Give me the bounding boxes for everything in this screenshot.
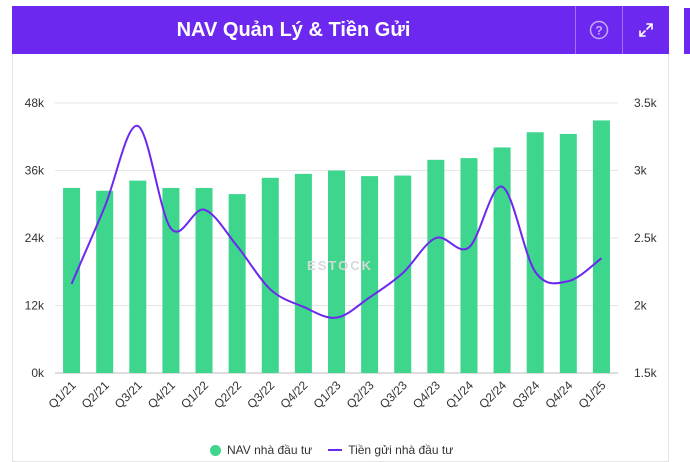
x-tick-label: Q4/23 xyxy=(410,378,443,411)
bar[interactable] xyxy=(195,187,213,373)
x-tick-label: Q2/22 xyxy=(211,378,244,411)
watermark: ESTOCK xyxy=(307,258,373,273)
chart-header: NAV Quản Lý & Tiền Gửi ? xyxy=(12,6,669,54)
chart-plot: ESTOCK 0k 12k 24k 36k 48k 1.5k 2k 2.5k 3k 3.5k Q… xyxy=(25,96,658,411)
x-tick-label: Q3/22 xyxy=(244,378,277,411)
bar[interactable] xyxy=(228,194,246,373)
bar[interactable] xyxy=(328,170,345,374)
bar[interactable] xyxy=(559,133,577,373)
x-tick-label: Q1/21 xyxy=(46,378,79,411)
line-series xyxy=(70,124,603,319)
bar-series xyxy=(63,120,610,373)
svg-text:?: ? xyxy=(595,24,602,38)
chart-title: NAV Quản Lý & Tiền Gửi xyxy=(176,19,411,41)
x-tick-label: Q1/22 xyxy=(178,378,211,411)
y-right-tick-label: 2.5k xyxy=(634,231,658,245)
y-left-tick-label: 12k xyxy=(25,299,45,313)
bar[interactable] xyxy=(493,147,511,373)
bar[interactable] xyxy=(162,187,180,373)
x-tick-label: Q2/23 xyxy=(344,378,377,411)
y-left-tick-label: 0k xyxy=(31,366,45,380)
x-tick-label: Q2/24 xyxy=(476,378,509,411)
expand-arrows-icon xyxy=(639,23,653,37)
legend-swatch-bar xyxy=(210,444,221,456)
x-tick-label: Q1/24 xyxy=(443,378,476,411)
expand-button[interactable] xyxy=(622,6,669,54)
x-axis-labels: Q1/21 Q2/21 Q3/21 Q4/21 Q1/22 Q2/22 Q3/22 Q4/22… xyxy=(46,378,609,411)
legend-label-nav: NAV nhà đầu tư xyxy=(227,443,313,457)
bar[interactable] xyxy=(526,132,544,373)
bar[interactable] xyxy=(294,173,312,373)
y-right-tick-label: 2k xyxy=(634,299,648,313)
x-tick-label: Q4/24 xyxy=(542,378,575,411)
bar[interactable] xyxy=(361,176,379,373)
y-left-tick-label: 24k xyxy=(25,231,45,245)
y-axis-right: 1.5k 2k 2.5k 3k 3.5k xyxy=(634,96,658,380)
legend-item-deposit[interactable]: Tiền gửi nhà đầu tư xyxy=(328,443,453,457)
legend-item-nav[interactable]: NAV nhà đầu tư xyxy=(210,443,312,457)
x-tick-label: Q4/21 xyxy=(145,378,178,411)
chart-legend: NAV nhà đầu tư Tiền gửi nhà đầu tư xyxy=(210,442,469,458)
legend-label-deposit: Tiền gửi nhà đầu tư xyxy=(348,443,454,457)
legend-swatch-line xyxy=(328,449,343,451)
x-tick-label: Q1/25 xyxy=(576,378,609,411)
bar[interactable] xyxy=(427,159,445,373)
help-button[interactable]: ? xyxy=(575,6,622,54)
bar[interactable] xyxy=(63,187,81,373)
x-tick-label: Q1/23 xyxy=(311,378,344,411)
y-right-tick-label: 3k xyxy=(634,164,648,178)
bar[interactable] xyxy=(129,180,147,373)
question-circle-icon: ? xyxy=(589,20,609,40)
y-left-tick-label: 48k xyxy=(25,96,45,110)
bar[interactable] xyxy=(460,158,478,373)
bar[interactable] xyxy=(96,190,114,373)
y-left-tick-label: 36k xyxy=(25,164,45,178)
y-right-tick-label: 3.5k xyxy=(634,96,658,110)
bar[interactable] xyxy=(592,120,610,373)
bar[interactable] xyxy=(261,177,279,373)
adjacent-card-edge xyxy=(684,8,690,54)
x-tick-label: Q4/22 xyxy=(277,378,310,411)
x-tick-label: Q3/24 xyxy=(509,378,542,411)
x-tick-label: Q3/21 xyxy=(112,378,145,411)
y-right-tick-label: 1.5k xyxy=(634,366,658,380)
x-tick-label: Q3/23 xyxy=(377,378,410,411)
x-tick-label: Q2/21 xyxy=(79,378,112,411)
y-axis-left: 0k 12k 24k 36k 48k xyxy=(25,96,45,380)
